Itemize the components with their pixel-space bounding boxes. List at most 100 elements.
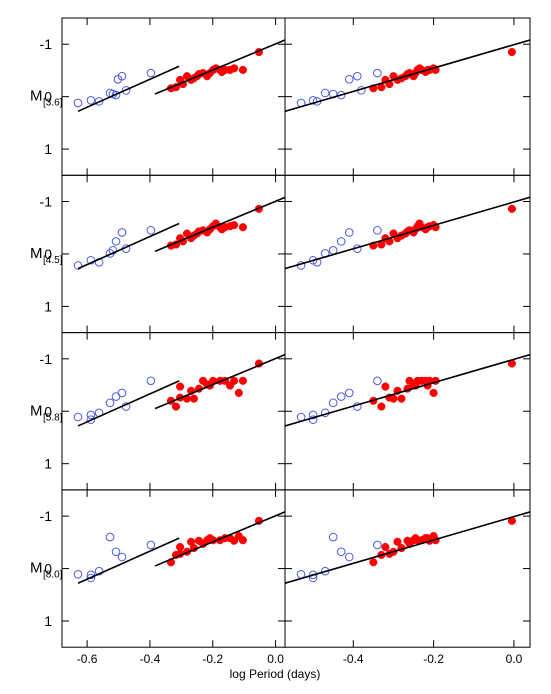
- open-point: [328, 398, 338, 408]
- open-point: [86, 410, 96, 420]
- fit-line: [154, 511, 285, 567]
- y-tick-label: 1: [44, 613, 52, 629]
- open-point: [86, 415, 96, 424]
- y-axis-label: M: [30, 88, 43, 105]
- open-point: [336, 392, 346, 401]
- fit-line: [77, 65, 180, 113]
- filled-point: [176, 543, 185, 552]
- open-point: [308, 573, 318, 583]
- y-tick-label: 0: [44, 561, 52, 577]
- y-axis-label-subscript: [4.5]: [43, 255, 63, 266]
- panel-frame: [61, 17, 286, 176]
- open-point: [111, 90, 121, 100]
- open-point: [308, 255, 318, 265]
- filled-point: [389, 394, 398, 403]
- open-point: [117, 552, 127, 562]
- open-point: [336, 547, 346, 557]
- y-tick-label: -1: [40, 508, 53, 524]
- filled-point: [381, 382, 390, 391]
- filled-point: [230, 376, 239, 385]
- open-point: [117, 388, 127, 398]
- open-point: [94, 566, 104, 576]
- open-point: [121, 86, 131, 95]
- y-tick-label: 1: [44, 298, 52, 314]
- panel-frame: [284, 489, 531, 648]
- open-point: [373, 540, 382, 550]
- open-point: [344, 388, 354, 398]
- open-point: [73, 570, 83, 579]
- filled-point: [238, 65, 247, 74]
- x-tick-label: -0.6: [77, 652, 98, 666]
- fit-line: [77, 380, 180, 427]
- y-axis-label: M: [30, 402, 43, 419]
- open-point: [308, 96, 318, 105]
- y-tick-label: -1: [40, 351, 53, 367]
- filled-point: [238, 536, 247, 545]
- filled-point: [238, 376, 247, 385]
- filled-point: [230, 221, 239, 230]
- y-axis-label: M: [30, 245, 43, 262]
- x-tick-label: -0.2: [202, 652, 223, 666]
- filled-point: [507, 204, 516, 213]
- fit-line: [154, 196, 285, 253]
- open-point: [146, 226, 156, 235]
- y-tick-label: 0: [44, 246, 52, 262]
- open-point: [146, 376, 156, 386]
- filled-point: [397, 394, 406, 403]
- fit-line: [77, 537, 180, 584]
- open-point: [344, 552, 354, 562]
- x-tick-label: 0.0: [267, 652, 284, 666]
- fit-line: [285, 353, 530, 427]
- filled-point: [369, 558, 378, 567]
- open-point: [94, 97, 104, 106]
- filled-point: [381, 543, 390, 552]
- panel-frame: [284, 17, 531, 176]
- open-point: [373, 376, 382, 386]
- open-point: [111, 547, 121, 557]
- y-axis-label-subscript: [3.6]: [43, 98, 63, 109]
- x-tick-label: -0.2: [423, 652, 444, 666]
- filled-point: [176, 382, 185, 391]
- filled-point: [238, 223, 247, 232]
- open-point: [108, 245, 118, 255]
- open-point: [105, 398, 115, 408]
- filled-point: [189, 394, 198, 403]
- open-point: [117, 71, 127, 81]
- open-point: [105, 532, 115, 542]
- panel-frame: [61, 174, 286, 334]
- y-tick-label: 1: [44, 456, 52, 472]
- open-point: [146, 68, 156, 78]
- y-tick-label: -1: [40, 194, 53, 210]
- filled-point: [171, 402, 181, 411]
- x-tick-label: 0.0: [506, 652, 523, 666]
- open-point: [86, 255, 96, 265]
- y-axis-label-subscript: [5.8]: [43, 412, 63, 423]
- open-point: [308, 410, 318, 420]
- y-tick-label: -1: [40, 36, 53, 52]
- open-point: [373, 226, 382, 235]
- filled-point: [230, 64, 239, 73]
- fit-line: [154, 39, 285, 95]
- x-tick-label: -0.4: [343, 652, 364, 666]
- open-point: [328, 532, 338, 542]
- open-point: [86, 96, 96, 105]
- y-tick-label: 0: [44, 89, 52, 105]
- open-point: [86, 570, 96, 580]
- y-axis-label-subscript: [8.0]: [43, 570, 63, 581]
- open-point: [352, 71, 362, 81]
- filled-point: [377, 402, 386, 411]
- open-point: [344, 228, 354, 237]
- open-point: [86, 573, 96, 583]
- panel-frame: [61, 489, 286, 648]
- open-point: [73, 98, 83, 108]
- filled-point: [429, 388, 438, 397]
- y-tick-label: 0: [44, 403, 52, 419]
- fit-line: [285, 39, 530, 113]
- fit-line: [285, 196, 530, 270]
- open-point: [73, 412, 83, 422]
- fit-line: [77, 222, 180, 270]
- open-point: [308, 570, 318, 580]
- x-tick-label: -0.4: [140, 652, 161, 666]
